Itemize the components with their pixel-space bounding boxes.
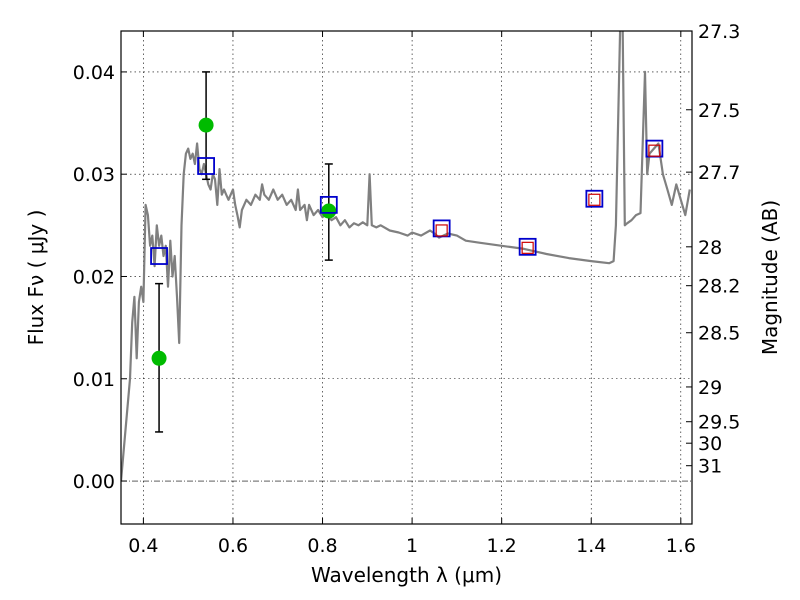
right-tick-label-0: 27.3 (698, 21, 740, 43)
square-layer (150, 139, 664, 265)
right-tick-label-5: 28.5 (698, 323, 740, 345)
x-axis-ticks: 0.4 0.6 0.8 1 1.2 1.4 1.6 (128, 31, 696, 557)
plot-frame (120, 30, 693, 525)
model-square-5 (585, 189, 604, 208)
model-square-inner-2 (588, 193, 601, 206)
y-tick-label-4: 0.04 (73, 62, 115, 84)
x-tick-label-2: 0.8 (307, 535, 337, 557)
x-tick-label-5: 1.4 (576, 535, 606, 557)
right-tick-label-3: 28 (698, 237, 722, 259)
y-axis-ticks: 0.00 0.01 0.02 0.03 0.04 (73, 62, 127, 493)
model-square-inner-1 (521, 241, 534, 254)
right-axis-title: Magnitude (AB) (758, 200, 782, 355)
y-tick-label-3: 0.03 (73, 164, 115, 186)
grid (121, 31, 692, 524)
x-tick-label-0: 0.4 (128, 535, 158, 557)
observed-point-2 (321, 203, 337, 219)
model-square-inner-3 (648, 144, 661, 157)
x-tick-label-3: 1 (406, 535, 418, 557)
model-square-1 (197, 157, 215, 175)
y-tick-label-2: 0.02 (73, 266, 115, 288)
y-tick-label-0: 0.00 (73, 471, 115, 493)
x-tick-label-1: 0.6 (218, 535, 248, 557)
y-axis-title: Flux Fν ( μJy ) (24, 210, 48, 346)
model-square-4 (518, 237, 537, 256)
model-square-2 (319, 195, 338, 214)
x-tick-label-6: 1.6 (666, 535, 696, 557)
right-tick-label-2: 27.7 (698, 162, 740, 184)
model-square-0 (150, 247, 168, 265)
right-tick-label-4: 28.2 (698, 276, 740, 298)
right-tick-label-9: 31 (698, 456, 722, 478)
x-axis-title: Wavelength λ (μm) (311, 563, 502, 587)
x-tick-label-4: 1.2 (487, 535, 517, 557)
model-square-inner-0 (435, 224, 448, 237)
right-tick-label-6: 29 (698, 377, 722, 399)
point-layer (151, 117, 337, 366)
spectrum-line (121, 31, 691, 482)
observed-point-1 (198, 117, 214, 133)
observed-point-0 (151, 350, 167, 366)
right-tick-label-7: 29.5 (698, 412, 740, 434)
y-tick-label-1: 0.01 (73, 369, 115, 391)
right-tick-label-1: 27.5 (698, 100, 740, 122)
spectrum-layer (121, 31, 691, 482)
right-tick-label-8: 30 (698, 433, 722, 455)
